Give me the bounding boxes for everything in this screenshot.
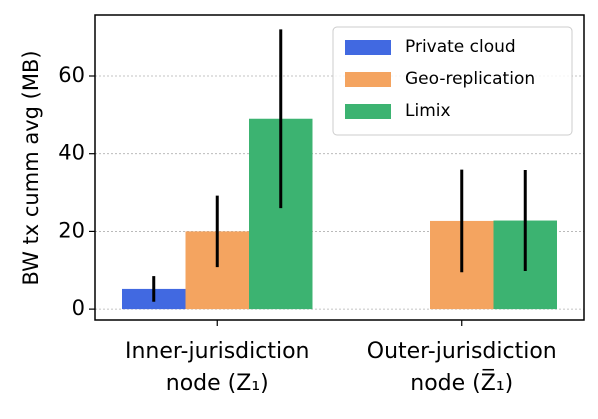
x-tick-label: Inner-jurisdiction (125, 339, 309, 364)
plot-frame (94, 14, 585, 321)
x-tick-label: node (Z̅₁) (410, 369, 513, 396)
legend-swatch (345, 72, 391, 87)
y-tick-label: 20 (58, 218, 85, 242)
legend-label: Limix (405, 101, 451, 121)
x-tick-label: node (Z₁) (166, 371, 269, 396)
legend-label: Private cloud (405, 37, 516, 57)
legend-label: Geo-replication (405, 69, 535, 89)
y-tick-label: 40 (58, 141, 85, 165)
x-tick-label: Outer-jurisdiction (367, 339, 557, 364)
y-tick-label: 60 (58, 63, 85, 87)
y-axis-label: BW tx cumm avg (MB) (19, 50, 43, 285)
legend-swatch (345, 104, 391, 119)
legend-swatch (345, 40, 391, 55)
legend-box (332, 26, 573, 136)
y-tick-label: 0 (72, 296, 85, 320)
